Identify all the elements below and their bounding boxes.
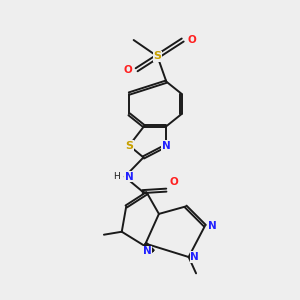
Text: O: O — [123, 65, 132, 75]
Text: O: O — [169, 177, 178, 187]
Text: N: N — [190, 252, 199, 262]
Text: N: N — [208, 221, 217, 231]
Text: N: N — [143, 246, 152, 256]
Text: N: N — [162, 140, 171, 151]
Text: N: N — [125, 172, 134, 182]
Text: S: S — [125, 140, 133, 151]
Text: H: H — [113, 172, 120, 181]
Text: O: O — [187, 35, 196, 45]
Text: S: S — [153, 51, 161, 62]
